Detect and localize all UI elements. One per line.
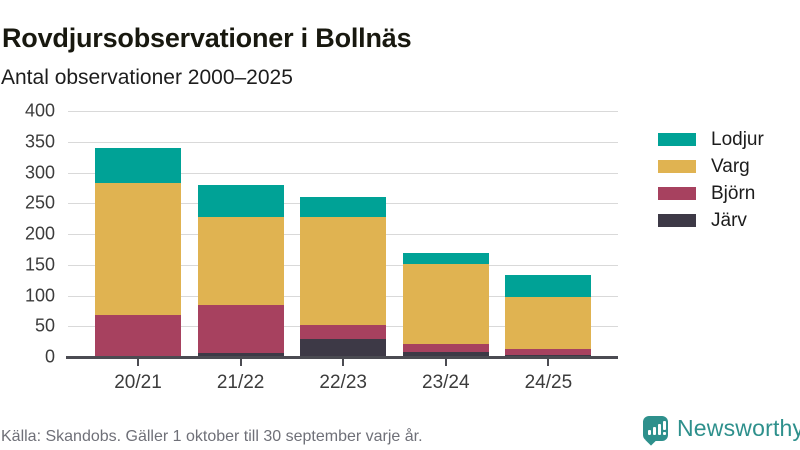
bar-segment-järv-24-25: [505, 354, 592, 357]
x-axis-tick-mark: [444, 359, 447, 366]
gridline-400: [68, 111, 618, 112]
bar-segment-järv-23-24: [402, 352, 489, 357]
legend-item-varg: Varg: [658, 157, 764, 176]
chart-subtitle: Antal observationer 2000–2025: [1, 66, 293, 89]
legend-label: Varg: [711, 156, 750, 177]
legend-swatch-björn: [658, 187, 696, 200]
source-note: Källa: Skandobs. Gäller 1 oktober till 3…: [1, 428, 423, 445]
y-axis-tick-label: 0: [44, 346, 55, 367]
y-axis-tick-label: 400: [24, 100, 55, 121]
y-axis-tick-label: 250: [24, 192, 55, 213]
y-axis-tick-label: 50: [34, 315, 55, 336]
x-axis-tick-label: 23/24: [422, 372, 470, 393]
x-axis-tick-label: 20/21: [114, 372, 162, 393]
bar-segment-björn-23-24: [402, 344, 489, 353]
newsworthy-logo: Newsworthy: [643, 415, 800, 442]
chart-legend: Lodjur Varg Björn Järv: [658, 130, 764, 238]
gridline-350: [68, 141, 618, 143]
x-axis-tick-mark: [239, 359, 242, 366]
bar-segment-järv-21-22: [197, 353, 284, 357]
x-axis-tick-mark: [137, 359, 139, 366]
gridline-300: [68, 172, 618, 174]
bar-segment-björn-24-25: [505, 349, 592, 355]
bar-segment-lodjur-22-23: [300, 197, 387, 217]
bar-segment-varg-23-24: [402, 263, 489, 345]
y-axis-tick-label: 150: [24, 254, 55, 275]
legend-swatch-lodjur: [658, 133, 696, 146]
legend-label: Järv: [711, 210, 747, 231]
bar-segment-björn-20-21: [95, 315, 181, 356]
legend-item-björn: Björn: [658, 184, 764, 203]
x-axis-tick-label: 24/25: [524, 372, 573, 393]
bar-segment-järv-22-23: [300, 339, 387, 357]
x-axis-tick-mark: [342, 359, 345, 366]
bar-segment-varg-21-22: [197, 217, 284, 305]
legend-label: Björn: [711, 183, 756, 204]
x-axis-tick-label: 21/22: [216, 372, 265, 393]
newsworthy-bubble-chart-icon: [643, 416, 668, 441]
page-title: Rovdjursobservationer i Bollnäs: [2, 23, 412, 54]
y-axis-tick-label: 100: [24, 285, 55, 305]
bar-segment-lodjur-24-25: [505, 274, 592, 298]
legend-item-järv: Järv: [658, 211, 764, 230]
x-axis-tick-label: 22/23: [319, 372, 367, 393]
legend-label: Lodjur: [711, 129, 764, 150]
brand-name: Newsworthy: [677, 415, 800, 441]
legend-item-lodjur: Lodjur: [658, 130, 764, 149]
bar-segment-björn-22-23: [300, 325, 387, 340]
bar-segment-björn-21-22: [197, 304, 284, 354]
x-axis-tick-mark: [547, 359, 550, 366]
bar-segment-varg-24-25: [505, 297, 592, 349]
y-axis-tick-label: 300: [24, 162, 55, 182]
bar-segment-lodjur-20-21: [95, 147, 181, 183]
bar-segment-lodjur-21-22: [197, 185, 284, 218]
y-axis-tick-label: 350: [24, 131, 55, 152]
legend-swatch-varg: [658, 160, 696, 173]
y-axis-tick-label: 200: [24, 223, 55, 244]
bar-segment-lodjur-23-24: [402, 253, 489, 264]
bar-segment-varg-22-23: [300, 216, 387, 325]
x-axis-line: [66, 356, 618, 359]
bar-segment-varg-20-21: [95, 182, 181, 316]
legend-swatch-järv: [658, 214, 696, 227]
